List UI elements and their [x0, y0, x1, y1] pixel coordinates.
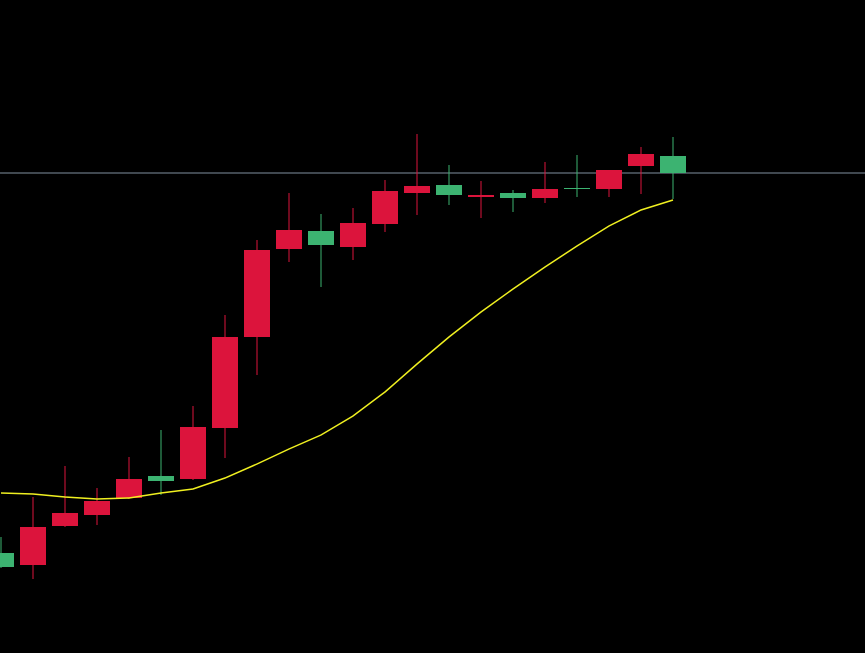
candle-body — [404, 186, 430, 193]
candle-body — [500, 193, 526, 198]
candle-body — [596, 170, 622, 189]
moving-average — [0, 199, 674, 500]
candle-body — [532, 189, 558, 198]
candle-body — [180, 427, 206, 479]
candle-body — [212, 337, 238, 428]
candle-body — [564, 188, 590, 189]
candle-body — [372, 191, 398, 224]
candle-body — [628, 154, 654, 166]
candle-body — [244, 250, 270, 337]
candle-body — [660, 156, 686, 173]
candle-body — [340, 223, 366, 247]
candle-body — [308, 231, 334, 245]
candle-body — [436, 185, 462, 195]
candle-body — [84, 501, 110, 515]
candle-body — [52, 513, 78, 526]
candle-body — [20, 527, 46, 565]
candle-body — [276, 230, 302, 249]
candle-body — [468, 195, 494, 197]
candle-body — [0, 553, 14, 567]
candle-body — [148, 476, 174, 481]
candle-body — [116, 479, 142, 498]
